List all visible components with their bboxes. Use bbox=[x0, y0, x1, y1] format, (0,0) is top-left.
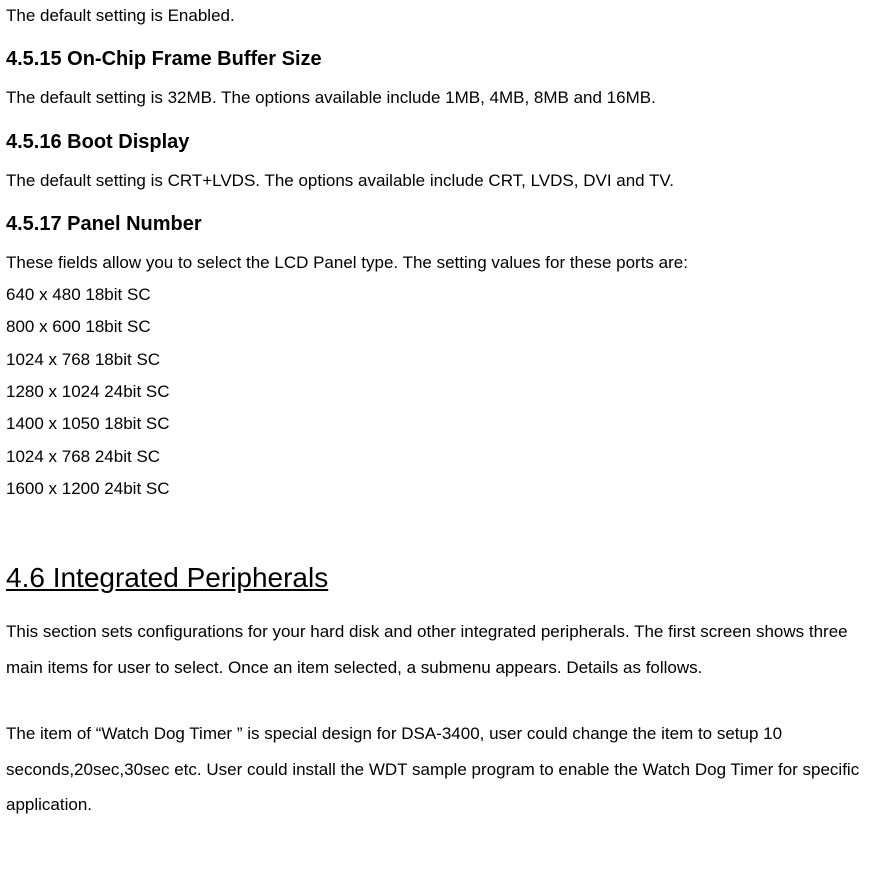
panel-value-1: 800 x 600 18bit SC bbox=[6, 311, 864, 343]
section-4-6-heading: 4.6 Integrated Peripherals bbox=[6, 551, 864, 604]
section-4-5-17-heading: 4.5.17 Panel Number bbox=[6, 205, 864, 243]
panel-value-5: 1024 x 768 24bit SC bbox=[6, 441, 864, 473]
section-4-5-15-body: The default setting is 32MB. The options… bbox=[6, 82, 864, 114]
section-4-5-16-body: The default setting is CRT+LVDS. The opt… bbox=[6, 165, 864, 197]
panel-value-0: 640 x 480 18bit SC bbox=[6, 279, 864, 311]
panel-value-3: 1280 x 1024 24bit SC bbox=[6, 376, 864, 408]
section-4-5-15-heading: 4.5.15 On-Chip Frame Buffer Size bbox=[6, 40, 864, 78]
intro-line: The default setting is Enabled. bbox=[6, 0, 864, 32]
panel-value-2: 1024 x 768 18bit SC bbox=[6, 344, 864, 376]
section-4-6-para1: This section sets configurations for you… bbox=[6, 614, 864, 685]
panel-value-6: 1600 x 1200 24bit SC bbox=[6, 473, 864, 505]
section-4-6-para2: The item of “Watch Dog Timer ” is specia… bbox=[6, 716, 864, 823]
section-4-5-16-heading: 4.5.16 Boot Display bbox=[6, 123, 864, 161]
section-4-5-17-body: These fields allow you to select the LCD… bbox=[6, 247, 864, 279]
paragraph-gap bbox=[6, 686, 864, 716]
panel-value-4: 1400 x 1050 18bit SC bbox=[6, 408, 864, 440]
